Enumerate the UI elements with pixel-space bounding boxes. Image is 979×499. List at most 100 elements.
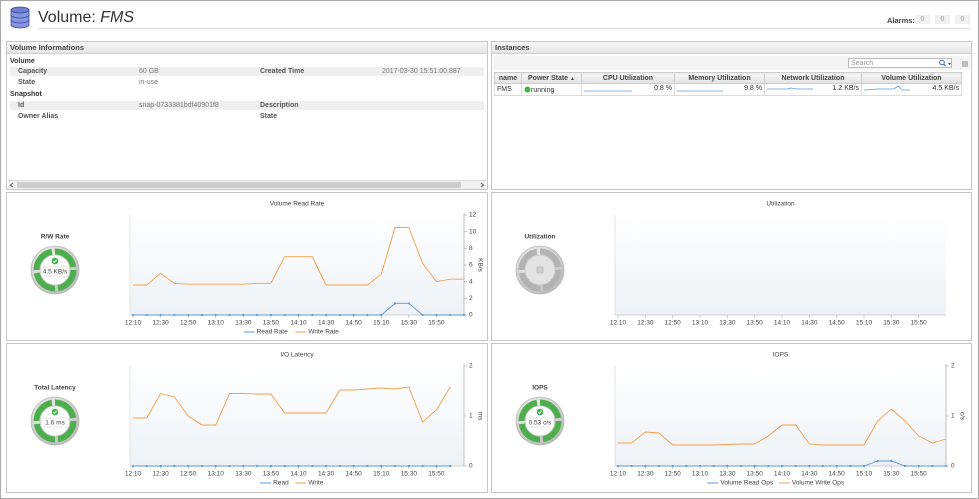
sparkline [584, 85, 632, 93]
point-marker [631, 465, 633, 467]
point-marker [284, 314, 286, 316]
column-header[interactable]: Memory Utilization [675, 73, 765, 84]
column-header[interactable]: CPU Utilization [582, 73, 675, 84]
chart-panel: Total Latency1.6 msI/O Latency12:1012:30… [6, 343, 488, 493]
y-tick-label: 0 [951, 463, 955, 470]
y-tick-label: 0 [469, 463, 473, 470]
point-marker [132, 465, 134, 467]
point-marker [726, 465, 728, 467]
point-marker [228, 465, 230, 467]
x-tick-label: 12:30 [637, 320, 654, 327]
cell: FMS [495, 84, 522, 96]
point-marker [713, 465, 715, 467]
section-title: Volume [10, 57, 35, 66]
chart-title: Volume Read Rate [270, 201, 325, 208]
gauge-label: Utilization [524, 234, 555, 241]
panel-title: Instances [492, 42, 971, 54]
search-box[interactable]: Search [848, 58, 952, 68]
legend-label: Volume Read Ops [720, 480, 774, 487]
column-header[interactable]: Network Utilization [765, 73, 862, 84]
x-tick-label: 14:30 [318, 471, 335, 478]
column-header[interactable]: name [495, 73, 522, 84]
point-marker [863, 465, 865, 467]
row-bg [10, 101, 484, 110]
point-marker [822, 465, 824, 467]
y-axis-label: KB/s [476, 258, 483, 272]
x-tick-label: 15:30 [401, 320, 418, 327]
column-menu-icon[interactable] [961, 60, 969, 68]
x-tick-label: 12:10 [610, 471, 627, 478]
alarm-count[interactable]: 0 [935, 15, 950, 24]
y-tick-label: 2 [469, 295, 473, 302]
plot-area [130, 215, 464, 315]
point-marker [644, 465, 646, 467]
gauge-value: 0.53 c/s [529, 420, 553, 427]
x-tick-label: 12:10 [125, 471, 142, 478]
point-marker [754, 465, 756, 467]
point-marker [394, 302, 396, 304]
y-tick-label: 1 [469, 413, 473, 420]
x-tick-label: 14:10 [774, 471, 791, 478]
point-marker [339, 314, 341, 316]
scroll-thumb[interactable] [17, 182, 461, 188]
gauge-label: R/W Rate [41, 234, 70, 241]
x-tick-label: 15:50 [428, 320, 445, 327]
legend-label: Write Rate [308, 329, 339, 336]
x-tick-label: 14:50 [346, 320, 363, 327]
page-title: Volume: FMS [38, 9, 134, 27]
alarm-count[interactable]: 0 [915, 15, 930, 24]
point-marker [435, 314, 437, 316]
plot-area [130, 366, 464, 466]
plot-area [615, 366, 946, 466]
column-header[interactable]: Volume Utilization [862, 73, 962, 84]
field-value: in-use [139, 78, 158, 87]
cell: running [522, 84, 582, 96]
x-tick-label: 13:10 [692, 471, 709, 478]
gauge-status [52, 258, 59, 265]
h-scrollbar[interactable] [8, 180, 486, 189]
x-tick-label: 14:50 [346, 471, 363, 478]
point-marker [187, 314, 189, 316]
sparkline [864, 85, 910, 93]
column-header[interactable]: Power State ▲ [522, 73, 582, 84]
x-tick-label: 13:30 [719, 471, 736, 478]
x-tick-label: 14:30 [801, 320, 818, 327]
point-marker [849, 465, 851, 467]
y-tick-label: 2 [469, 363, 473, 370]
x-tick-label: 12:50 [665, 320, 682, 327]
scroll-right[interactable] [479, 182, 485, 188]
y-tick-label: 10 [469, 228, 477, 235]
title-name: FMS [100, 9, 134, 26]
point-marker [366, 314, 368, 316]
alarm-count[interactable]: 0 [955, 15, 970, 24]
point-marker [284, 465, 286, 467]
volume-info-panel: Volume Informations Volume Capacity 60 G… [6, 41, 488, 190]
x-tick-label: 13:10 [208, 471, 225, 478]
point-marker [380, 465, 382, 467]
x-tick-label: 13:50 [263, 320, 280, 327]
chart-title: I/O Latency [280, 352, 314, 359]
x-tick-label: 14:10 [774, 320, 791, 327]
chart-title: Utilization [766, 201, 795, 208]
search-icon[interactable] [938, 59, 952, 68]
cell-text: 0.8 % [654, 85, 672, 92]
point-marker [808, 465, 810, 467]
point-marker [422, 314, 424, 316]
point-marker [890, 460, 892, 462]
scroll-left[interactable] [9, 182, 15, 188]
point-marker [945, 465, 947, 467]
x-tick-label: 14:30 [318, 320, 335, 327]
x-tick-label: 14:10 [290, 320, 307, 327]
legend-label: Volume Write Ops [792, 480, 845, 487]
x-tick-label: 12:50 [180, 320, 197, 327]
x-tick-label: 13:10 [208, 320, 225, 327]
x-tick-label: 15:30 [883, 320, 900, 327]
field-value: 2017-03-30 15:51:00.887 [382, 67, 461, 76]
x-tick-label: 12:30 [152, 320, 169, 327]
point-marker [904, 465, 906, 467]
x-tick-label: 13:50 [747, 320, 764, 327]
x-tick-label: 15:30 [883, 471, 900, 478]
point-marker [325, 314, 327, 316]
point-marker [394, 465, 396, 467]
plot-area [615, 215, 946, 315]
